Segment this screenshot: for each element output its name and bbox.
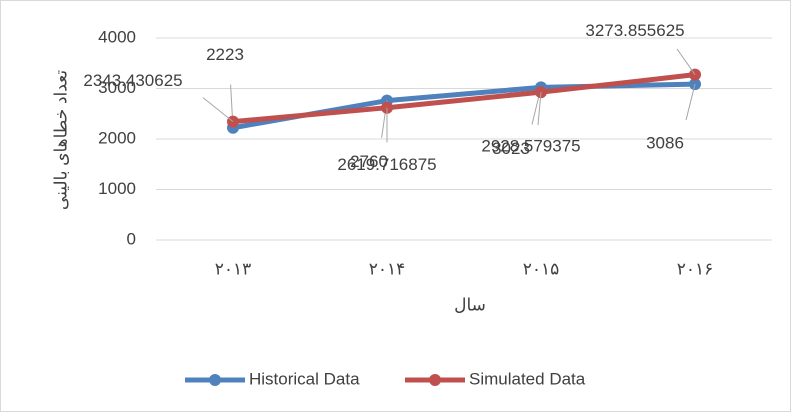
y-axis-label: تعداد خطاهای بالینی xyxy=(51,70,70,210)
data-label: 2223 xyxy=(206,45,244,64)
y-tick-label: 4000 xyxy=(98,27,136,46)
y-tick-label: 0 xyxy=(127,229,136,248)
data-label: 2760 xyxy=(350,152,388,171)
x-tick-label: ۲۰۱۶ xyxy=(677,259,714,278)
leader-line xyxy=(685,84,696,121)
x-tick-label: ۲۰۱۴ xyxy=(369,259,406,278)
legend-label: Historical Data xyxy=(249,369,360,388)
data-label: 3023 xyxy=(492,139,530,158)
legend-label: Simulated Data xyxy=(469,369,586,388)
leader-line xyxy=(202,97,234,123)
leader-line xyxy=(537,92,542,126)
data-label: 3086 xyxy=(646,134,684,153)
y-tick-label: 2000 xyxy=(98,128,136,147)
data-label: 2928.579375 xyxy=(481,137,580,156)
x-axis-label: سال xyxy=(454,295,486,314)
data-label: 3273.855625 xyxy=(585,21,684,40)
legend-marker xyxy=(209,374,221,386)
x-tick-label: ۲۰۱۳ xyxy=(215,259,252,278)
data-label: 2619.716875 xyxy=(337,155,436,174)
y-tick-label: 1000 xyxy=(98,179,136,198)
legend-marker xyxy=(429,374,441,386)
data-label: 2343.430625 xyxy=(83,71,182,90)
y-tick-label: 3000 xyxy=(98,78,136,97)
x-tick-label: ۲۰۱۵ xyxy=(523,259,560,278)
leader-line xyxy=(676,48,696,75)
series-line xyxy=(230,72,698,125)
